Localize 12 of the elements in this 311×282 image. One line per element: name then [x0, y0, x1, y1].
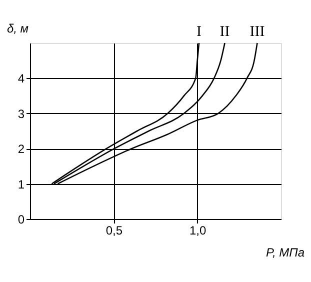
y-tick-label: 2	[18, 142, 25, 156]
x-axis-title: P, МПа	[266, 246, 305, 260]
y-tick-label: 3	[18, 106, 25, 121]
series-label: II	[220, 24, 230, 40]
y-axis-title: δ, м	[6, 22, 28, 36]
series-label: I	[196, 24, 202, 40]
x-tick-label: 1,0	[189, 224, 206, 238]
y-tick-label: 4	[18, 72, 25, 86]
series-label: III	[250, 24, 265, 40]
x-tick-label: 0,5	[106, 224, 123, 238]
y-tick-label: 1	[18, 177, 25, 192]
y-tick-label: 0	[18, 212, 25, 226]
